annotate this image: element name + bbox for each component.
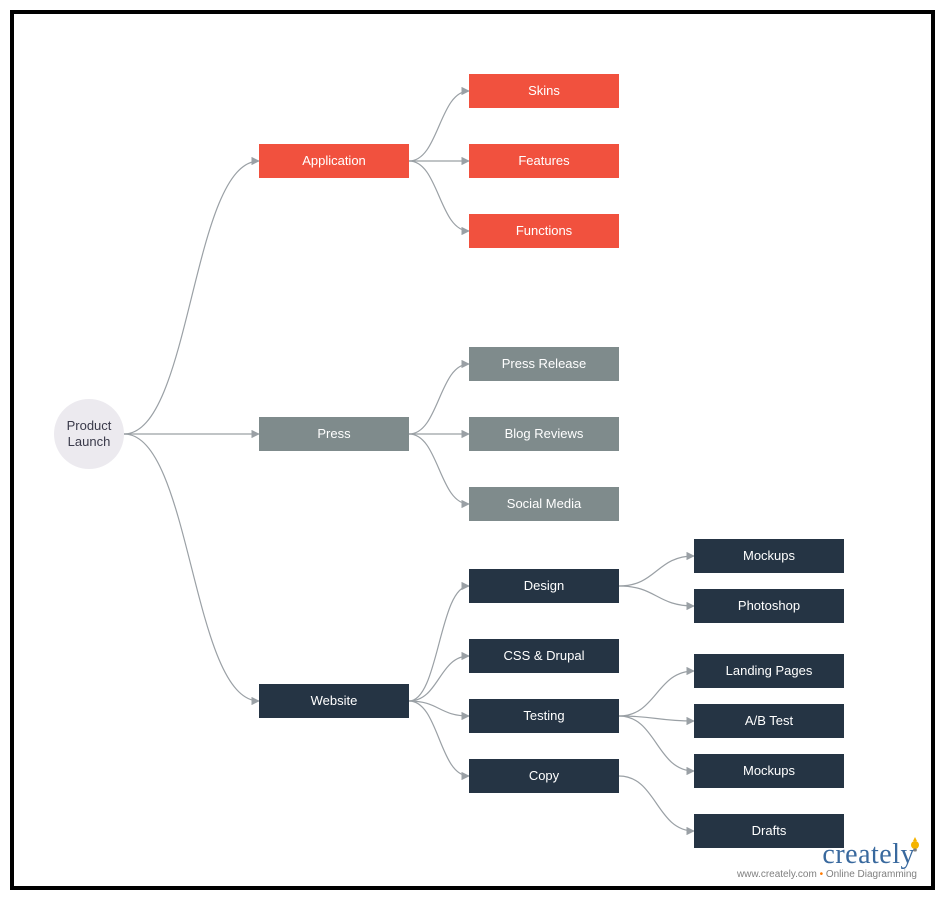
node-root: ProductLaunch	[54, 399, 124, 469]
node-cssdrupal: CSS & Drupal	[469, 639, 619, 673]
edge-website-copy	[409, 701, 469, 776]
node-copy: Copy	[469, 759, 619, 793]
node-mockups2: Mockups	[694, 754, 844, 788]
node-press: Press	[259, 417, 409, 451]
node-blogreviews: Blog Reviews	[469, 417, 619, 451]
edge-application-functions	[409, 161, 469, 231]
node-photoshop: Photoshop	[694, 589, 844, 623]
node-pressrelease: Press Release	[469, 347, 619, 381]
edge-root-website	[124, 434, 259, 701]
brand-logo: creately	[822, 839, 917, 871]
diagram-canvas: ProductLaunch Application Skins Features Fun…	[14, 14, 931, 886]
footer: creately www.creately.com • Online Diagr…	[737, 839, 917, 880]
edge-testing-abtest	[619, 716, 694, 721]
node-abtest: A/B Test	[694, 704, 844, 738]
edge-press-socialmedia	[409, 434, 469, 504]
node-website: Website	[259, 684, 409, 718]
node-skins: Skins	[469, 74, 619, 108]
edge-root-application	[124, 161, 259, 434]
node-landing: Landing Pages	[694, 654, 844, 688]
edge-testing-landing	[619, 671, 694, 716]
node-features: Features	[469, 144, 619, 178]
edge-design-mockups1	[619, 556, 694, 586]
edge-testing-mockups2	[619, 716, 694, 771]
node-application: Application	[259, 144, 409, 178]
edge-design-photoshop	[619, 586, 694, 606]
edge-website-design	[409, 586, 469, 701]
node-socialmedia: Social Media	[469, 487, 619, 521]
diagram-frame: ProductLaunch Application Skins Features Fun…	[10, 10, 935, 890]
node-functions: Functions	[469, 214, 619, 248]
edge-website-cssdrupal	[409, 656, 469, 701]
node-design: Design	[469, 569, 619, 603]
edge-website-testing	[409, 701, 469, 716]
tagline-url: www.creately.com	[737, 869, 817, 880]
edge-copy-drafts	[619, 776, 694, 831]
edge-press-pressrelease	[409, 364, 469, 434]
brand-text: creately	[822, 839, 915, 870]
edge-application-skins	[409, 91, 469, 161]
node-testing: Testing	[469, 699, 619, 733]
node-mockups1: Mockups	[694, 539, 844, 573]
lightbulb-icon	[909, 829, 921, 847]
